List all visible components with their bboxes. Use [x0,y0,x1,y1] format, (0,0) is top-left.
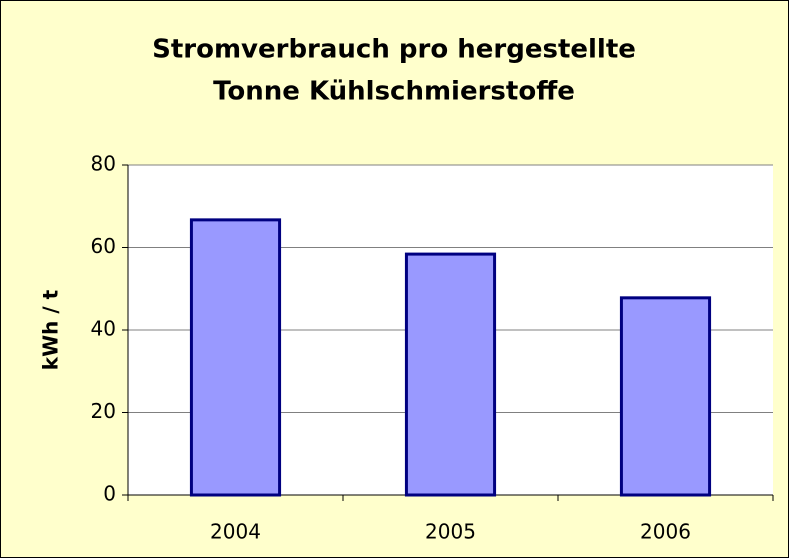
bar [619,296,712,497]
chart-title: Stromverbrauch pro hergestellte [152,35,636,65]
x-tick-label: 2006 [640,520,691,544]
bar [404,252,497,497]
y-tick-label: 0 [103,482,116,506]
y-tick-label: 40 [91,317,116,341]
bar [189,218,282,497]
x-tick-label: 2005 [425,520,476,544]
y-tick-label: 80 [91,152,116,176]
y-tick-label: 60 [91,234,116,258]
y-tick-label: 20 [91,399,116,423]
y-axis-label: kWh / t [39,289,63,370]
x-tick-label: 2004 [210,520,261,544]
chart-title: Tonne Kühlschmierstoffe [213,77,575,107]
